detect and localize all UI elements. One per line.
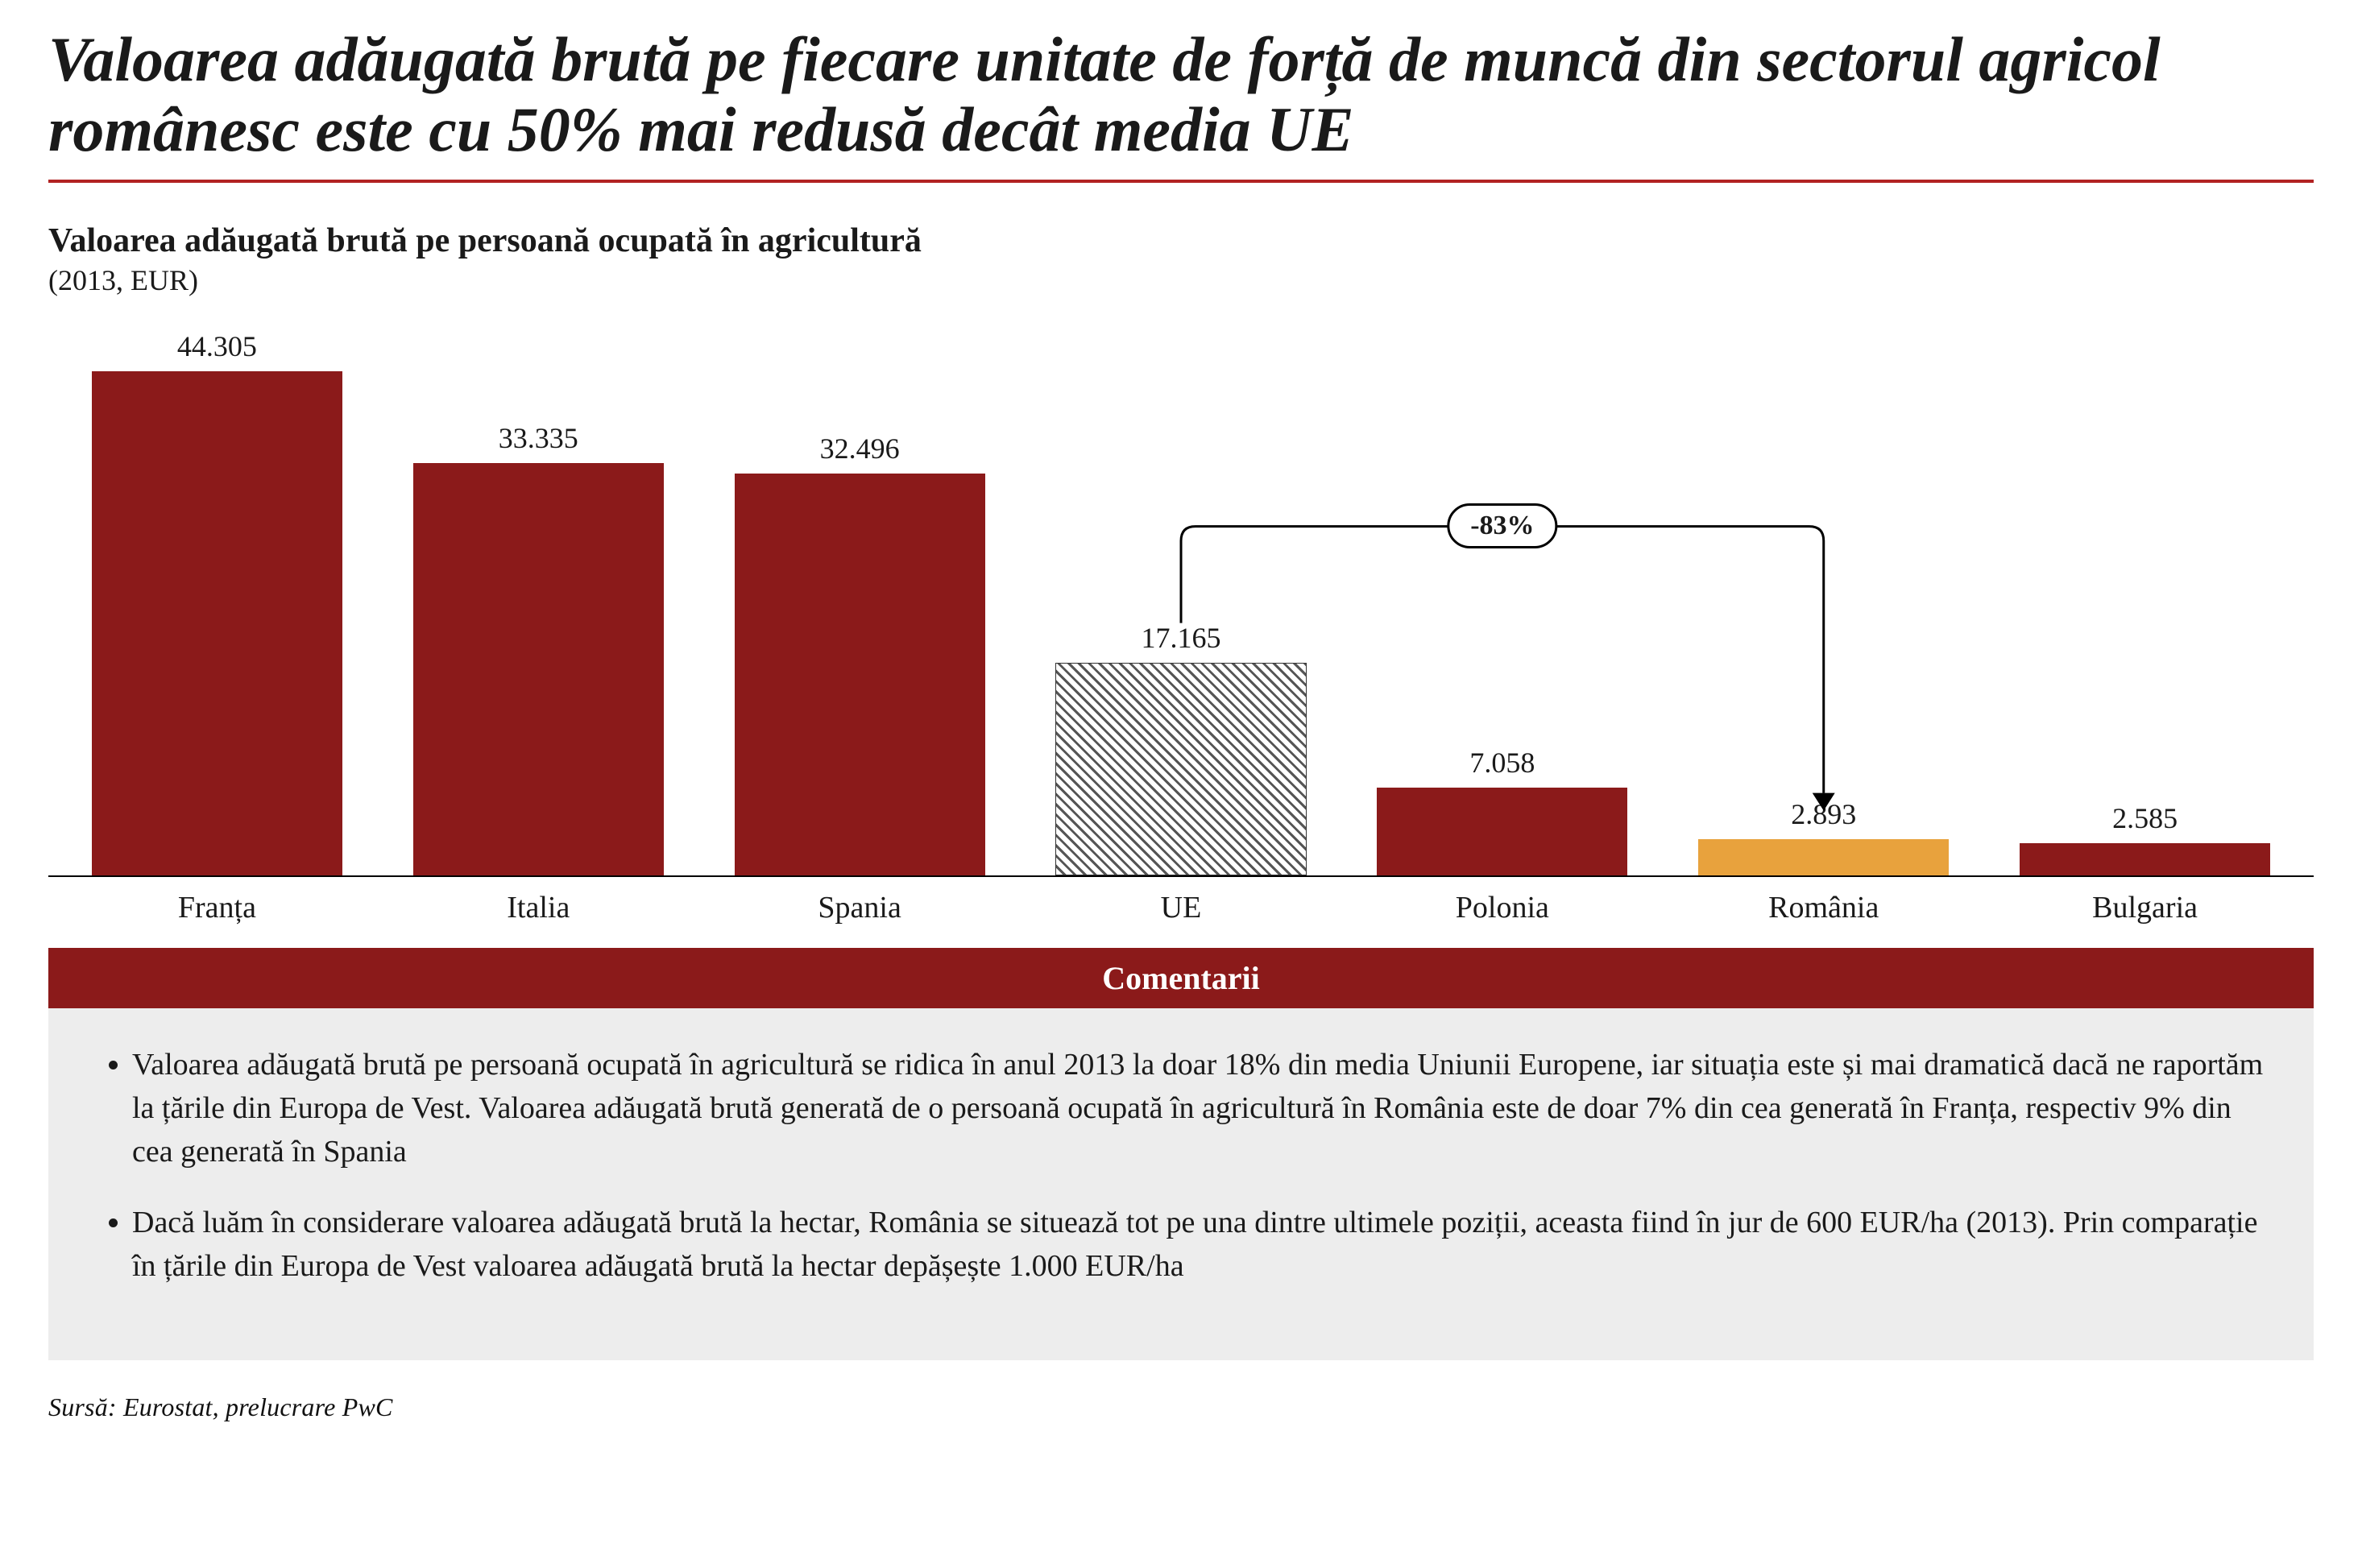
bar (1377, 788, 1627, 875)
comment-item: Valoarea adăugată brută pe persoană ocup… (132, 1044, 2265, 1174)
page-title: Valoarea adăugată brută pe fiecare unita… (48, 24, 2314, 165)
bar (735, 474, 985, 875)
bar-slot: 32.496 (699, 329, 1021, 875)
chart-subtitle-note: (2013, EUR) (48, 263, 2314, 297)
chart-subtitle: Valoarea adăugată brută pe persoană ocup… (48, 221, 2314, 260)
bar-value-label: 33.335 (499, 421, 578, 455)
bar-value-label: 44.305 (177, 329, 257, 363)
bar-slot: 2.585 (1984, 329, 2306, 875)
bar-value-label: 2.585 (2112, 801, 2178, 835)
comments-body: Valoarea adăugată brută pe persoană ocup… (48, 1008, 2314, 1361)
x-axis-label: Spania (699, 877, 1021, 941)
bar (1698, 839, 1949, 875)
x-axis-label: Polonia (1341, 877, 1663, 941)
bar-slot: 2.893 (1663, 329, 1984, 875)
bar-slot: 44.305 (56, 329, 378, 875)
plot-area: 44.30533.33532.49617.1657.0582.8932.585 … (48, 329, 2314, 877)
bar-slot: 33.335 (378, 329, 699, 875)
bar-value-label: 2.893 (1791, 797, 1856, 831)
title-rule (48, 180, 2314, 183)
x-axis-label: Italia (378, 877, 699, 941)
bar-value-label: 7.058 (1469, 746, 1535, 780)
comment-item: Dacă luăm în considerare valoarea adăuga… (132, 1202, 2265, 1289)
bar (92, 371, 342, 875)
x-axis-label: UE (1021, 877, 1342, 941)
bar-chart: 44.30533.33532.49617.1657.0582.8932.585 … (48, 329, 2314, 941)
bar-value-label: 17.165 (1142, 621, 1221, 655)
comments-header: Comentarii (48, 948, 2314, 1008)
callout-label: -83% (1447, 503, 1557, 548)
x-axis-label: Franța (56, 877, 378, 941)
bar-slot: 17.165 (1021, 329, 1342, 875)
bar (413, 463, 664, 875)
source-line: Sursă: Eurostat, prelucrare PwC (48, 1392, 2314, 1422)
x-axis-label: Bulgaria (1984, 877, 2306, 941)
bar (1055, 663, 1306, 875)
bar-value-label: 32.496 (820, 432, 900, 465)
bar-slot: 7.058 (1341, 329, 1663, 875)
bar (2020, 843, 2270, 875)
x-axis-label: România (1663, 877, 1984, 941)
